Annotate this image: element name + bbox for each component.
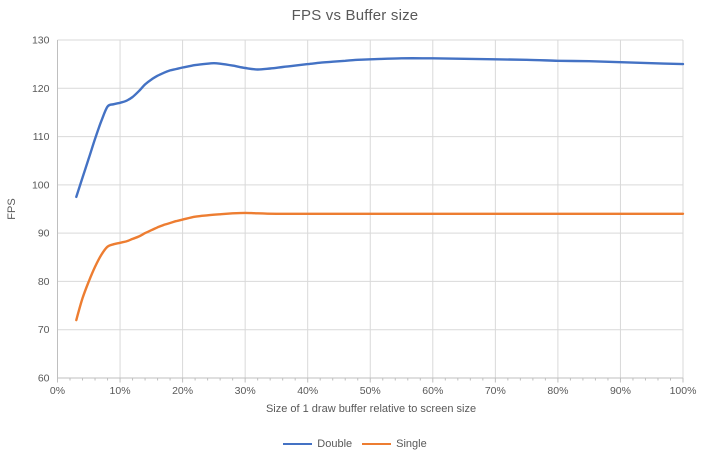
x-tick-label-100%: 100% xyxy=(670,385,697,397)
series-line-double xyxy=(75,57,685,199)
x-tick-label-50%: 50% xyxy=(360,385,381,397)
y-tick-label-70: 70 xyxy=(38,324,50,336)
y-tick-label-110: 110 xyxy=(33,131,50,143)
x-axis-title: Size of 1 draw buffer relative to screen… xyxy=(265,403,477,415)
x-tick-label-90%: 90% xyxy=(610,385,631,397)
legend-label-double: Double xyxy=(317,438,353,450)
legend-item-double: Double xyxy=(283,438,352,450)
y-tick-label-130: 130 xyxy=(32,35,50,47)
legend-line-swatch-single xyxy=(362,443,392,445)
x-tick-label-40%: 40% xyxy=(297,385,318,397)
x-tick-label-10%: 10% xyxy=(110,385,131,397)
x-tick-label-20%: 20% xyxy=(172,385,193,397)
chart-title: FPS vs Buffer size xyxy=(291,7,419,24)
legend-line-swatch-double xyxy=(283,443,313,445)
x-tick-label-60%: 60% xyxy=(422,385,443,397)
x-tick-label-30%: 30% xyxy=(235,385,256,397)
y-tick-label-90: 90 xyxy=(38,228,50,240)
x-tick-label-70%: 70% xyxy=(485,385,506,397)
x-tick-label-0%: 0% xyxy=(50,385,65,397)
x-tick-label-80%: 80% xyxy=(547,385,568,397)
y-tick-label-120: 120 xyxy=(32,83,50,95)
y-tick-label-80: 80 xyxy=(38,276,50,288)
legend: Double Single xyxy=(0,438,710,450)
series-line-single xyxy=(75,211,685,322)
y-tick-label-60: 60 xyxy=(38,373,50,385)
y-tick-label-100: 100 xyxy=(32,179,50,191)
legend-label-single: Single xyxy=(396,438,427,450)
y-axis-title: FPS xyxy=(6,198,18,220)
legend-item-single: Single xyxy=(362,438,427,450)
